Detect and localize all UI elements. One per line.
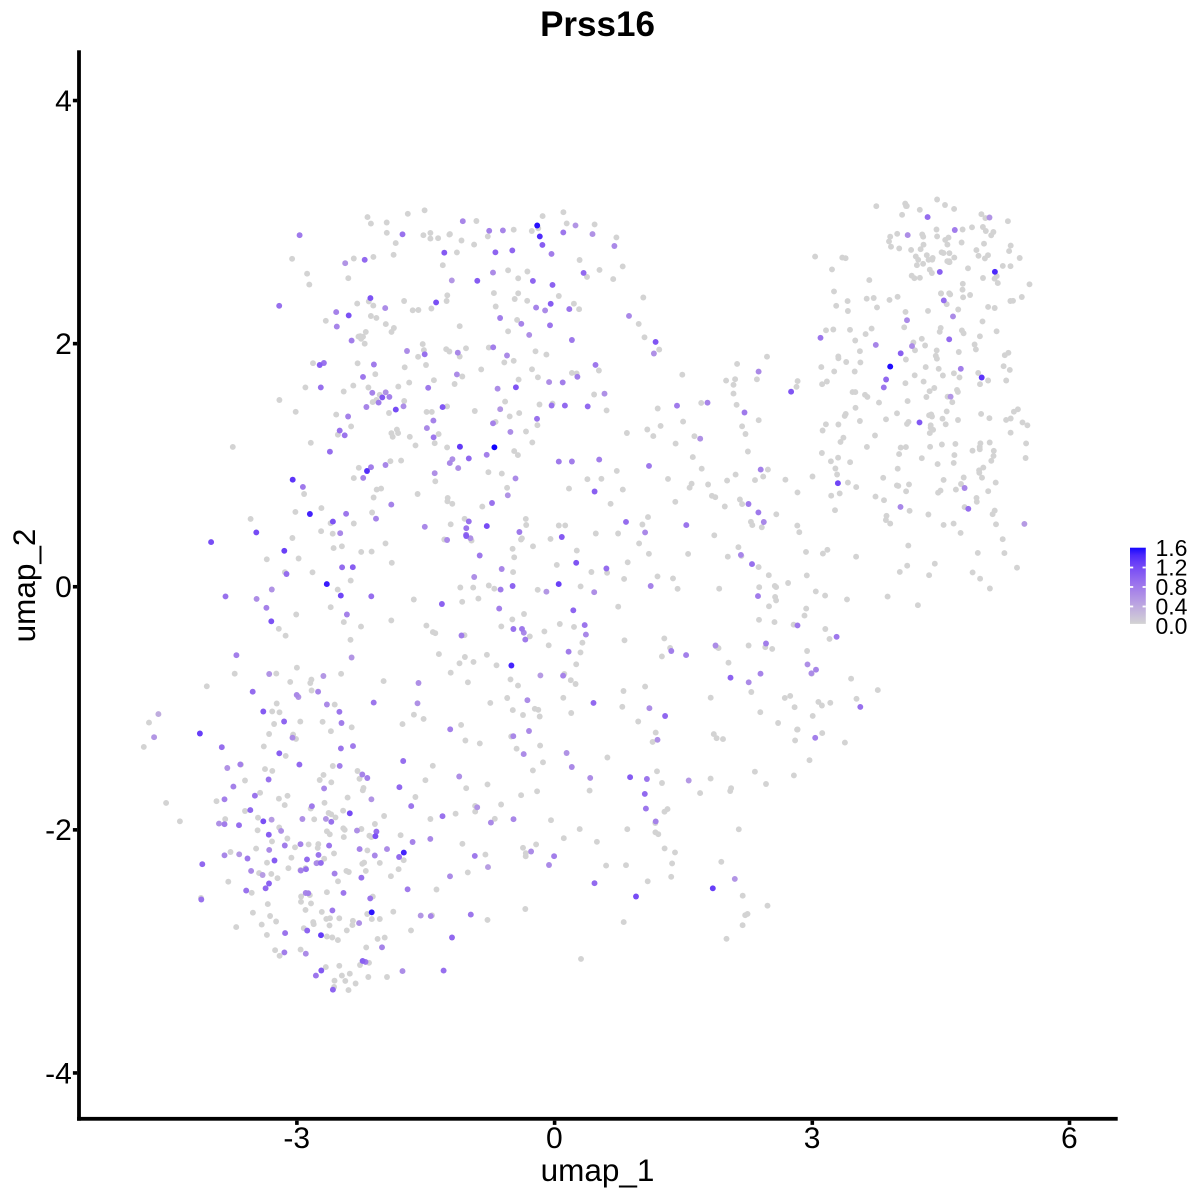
svg-text:-2: -2	[45, 814, 72, 847]
svg-text:Prss16: Prss16	[540, 5, 655, 44]
svg-text:0: 0	[55, 571, 72, 604]
svg-text:1.6: 1.6	[1156, 535, 1188, 561]
svg-text:6: 6	[1061, 1122, 1078, 1155]
svg-text:3: 3	[804, 1122, 821, 1155]
svg-text:-4: -4	[45, 1057, 72, 1090]
svg-text:4: 4	[55, 85, 72, 118]
svg-text:0.8: 0.8	[1156, 574, 1188, 600]
svg-text:0.0: 0.0	[1156, 613, 1188, 639]
svg-text:0: 0	[546, 1122, 563, 1155]
svg-text:umap_1: umap_1	[541, 1152, 655, 1188]
svg-text:2: 2	[55, 328, 72, 361]
svg-text:-3: -3	[283, 1122, 310, 1155]
svg-text:umap_2: umap_2	[6, 529, 42, 643]
svg-text:1.2: 1.2	[1156, 555, 1188, 581]
svg-text:0.4: 0.4	[1156, 594, 1188, 620]
